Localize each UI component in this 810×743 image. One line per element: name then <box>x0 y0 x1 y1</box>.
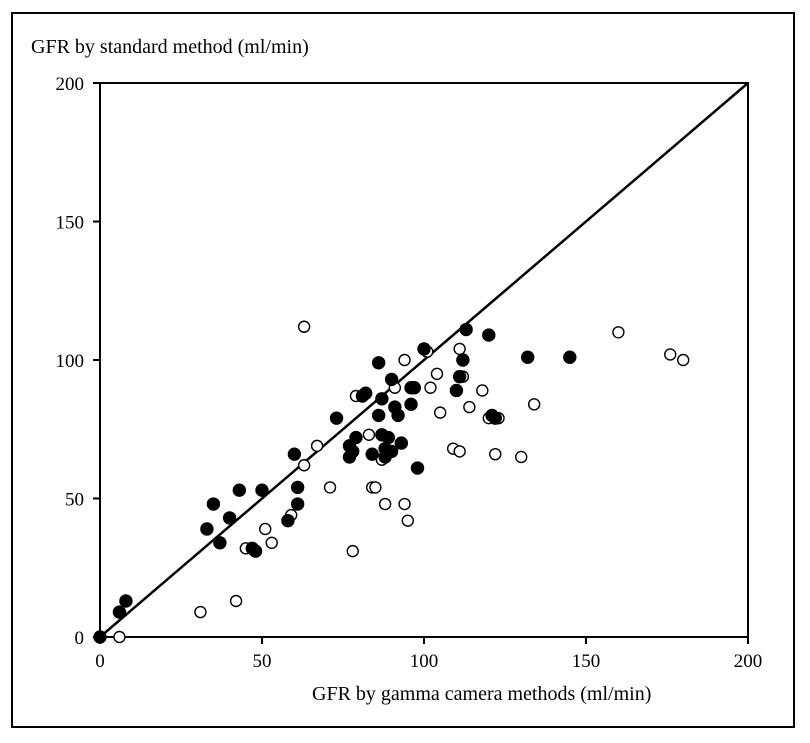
open-data-point <box>424 381 437 394</box>
filled-data-point <box>384 372 399 387</box>
open-data-point <box>194 605 207 619</box>
filled-data-point <box>200 522 214 536</box>
x-tick-label: 150 <box>572 651 601 672</box>
filled-data-point <box>417 342 431 356</box>
open-data-point <box>612 326 625 339</box>
open-data-point <box>515 450 528 464</box>
filled-data-point <box>459 322 473 337</box>
open-data-point <box>310 439 324 453</box>
filled-data-point <box>365 447 379 461</box>
filled-data-point <box>290 480 305 495</box>
open-data-point <box>398 353 411 367</box>
open-data-point <box>398 497 411 511</box>
open-data-point <box>297 459 311 472</box>
y-axis-label: GFR by standard method (ml/min) <box>31 36 309 58</box>
open-data-point <box>265 536 278 550</box>
open-data-point <box>346 544 359 558</box>
filled-data-point <box>222 511 237 525</box>
open-data-point <box>677 353 690 367</box>
tick-labels: 0 50 100 150 200 0 50 100 150 200 <box>56 74 763 672</box>
open-data-point <box>489 447 502 461</box>
open-data-point <box>453 445 466 458</box>
filled-data-point <box>381 430 396 445</box>
y-tick-label: 0 <box>75 628 85 649</box>
y-tick-label: 150 <box>56 213 85 234</box>
identity-line-segment <box>99 82 749 638</box>
filled-data-point <box>449 383 464 398</box>
filled-data-point <box>213 536 227 550</box>
filled-data-point <box>206 497 221 511</box>
open-data-point <box>453 342 466 356</box>
filled-data-point <box>394 436 409 450</box>
x-tick-label: 50 <box>253 651 272 672</box>
filled-data-point <box>371 408 386 423</box>
open-data-point <box>463 400 476 414</box>
filled-data-point <box>346 444 360 459</box>
open-data-point <box>297 320 311 333</box>
y-tick-label: 100 <box>56 351 85 372</box>
filled-data-point <box>371 356 386 370</box>
filled-data-point <box>391 408 405 423</box>
x-tick-label: 0 <box>95 651 105 672</box>
filled-data-point <box>384 444 399 459</box>
open-data-point <box>113 630 126 644</box>
filled-data-point <box>410 461 425 475</box>
filled-data-point <box>482 328 496 342</box>
filled-data-point <box>488 411 502 425</box>
filled-data-point <box>93 630 107 644</box>
y-tick-label: 200 <box>56 74 85 95</box>
filled-data-point <box>248 544 263 558</box>
x-axis-label: GFR by gamma camera methods (ml/min) <box>312 683 651 705</box>
open-data-point <box>362 428 376 441</box>
filled-data-point <box>329 411 344 425</box>
open-data-point <box>259 522 272 536</box>
filled-data-point <box>255 483 269 497</box>
x-tick-label: 100 <box>410 651 439 672</box>
open-data-point <box>527 398 541 411</box>
filled-data-point <box>404 397 418 412</box>
filled-data-point <box>358 386 373 400</box>
data-points <box>93 320 690 644</box>
open-data-point <box>323 481 337 494</box>
filled-data-point <box>563 350 577 364</box>
open-data-point <box>369 481 382 494</box>
x-tick-label: 200 <box>734 651 763 672</box>
filled-data-point <box>407 381 421 395</box>
open-data-point <box>664 348 677 361</box>
identity-line <box>99 82 749 638</box>
y-tick-label: 50 <box>65 490 84 511</box>
filled-data-point <box>112 605 127 619</box>
filled-data-point <box>281 513 295 528</box>
filled-data-point <box>375 392 389 406</box>
filled-data-point <box>349 430 363 445</box>
filled-data-point <box>452 369 467 384</box>
filled-data-point <box>290 497 305 511</box>
filled-data-point <box>232 483 247 497</box>
open-data-point <box>434 406 447 419</box>
filled-data-point <box>456 353 470 367</box>
filled-data-point <box>119 594 133 608</box>
chart-frame <box>11 12 795 728</box>
open-data-point <box>476 384 489 397</box>
open-data-point <box>430 367 444 381</box>
filled-data-point <box>287 447 302 461</box>
open-data-point <box>378 497 392 511</box>
open-data-point <box>229 594 243 608</box>
open-data-point <box>401 514 414 527</box>
filled-data-point <box>520 350 535 364</box>
